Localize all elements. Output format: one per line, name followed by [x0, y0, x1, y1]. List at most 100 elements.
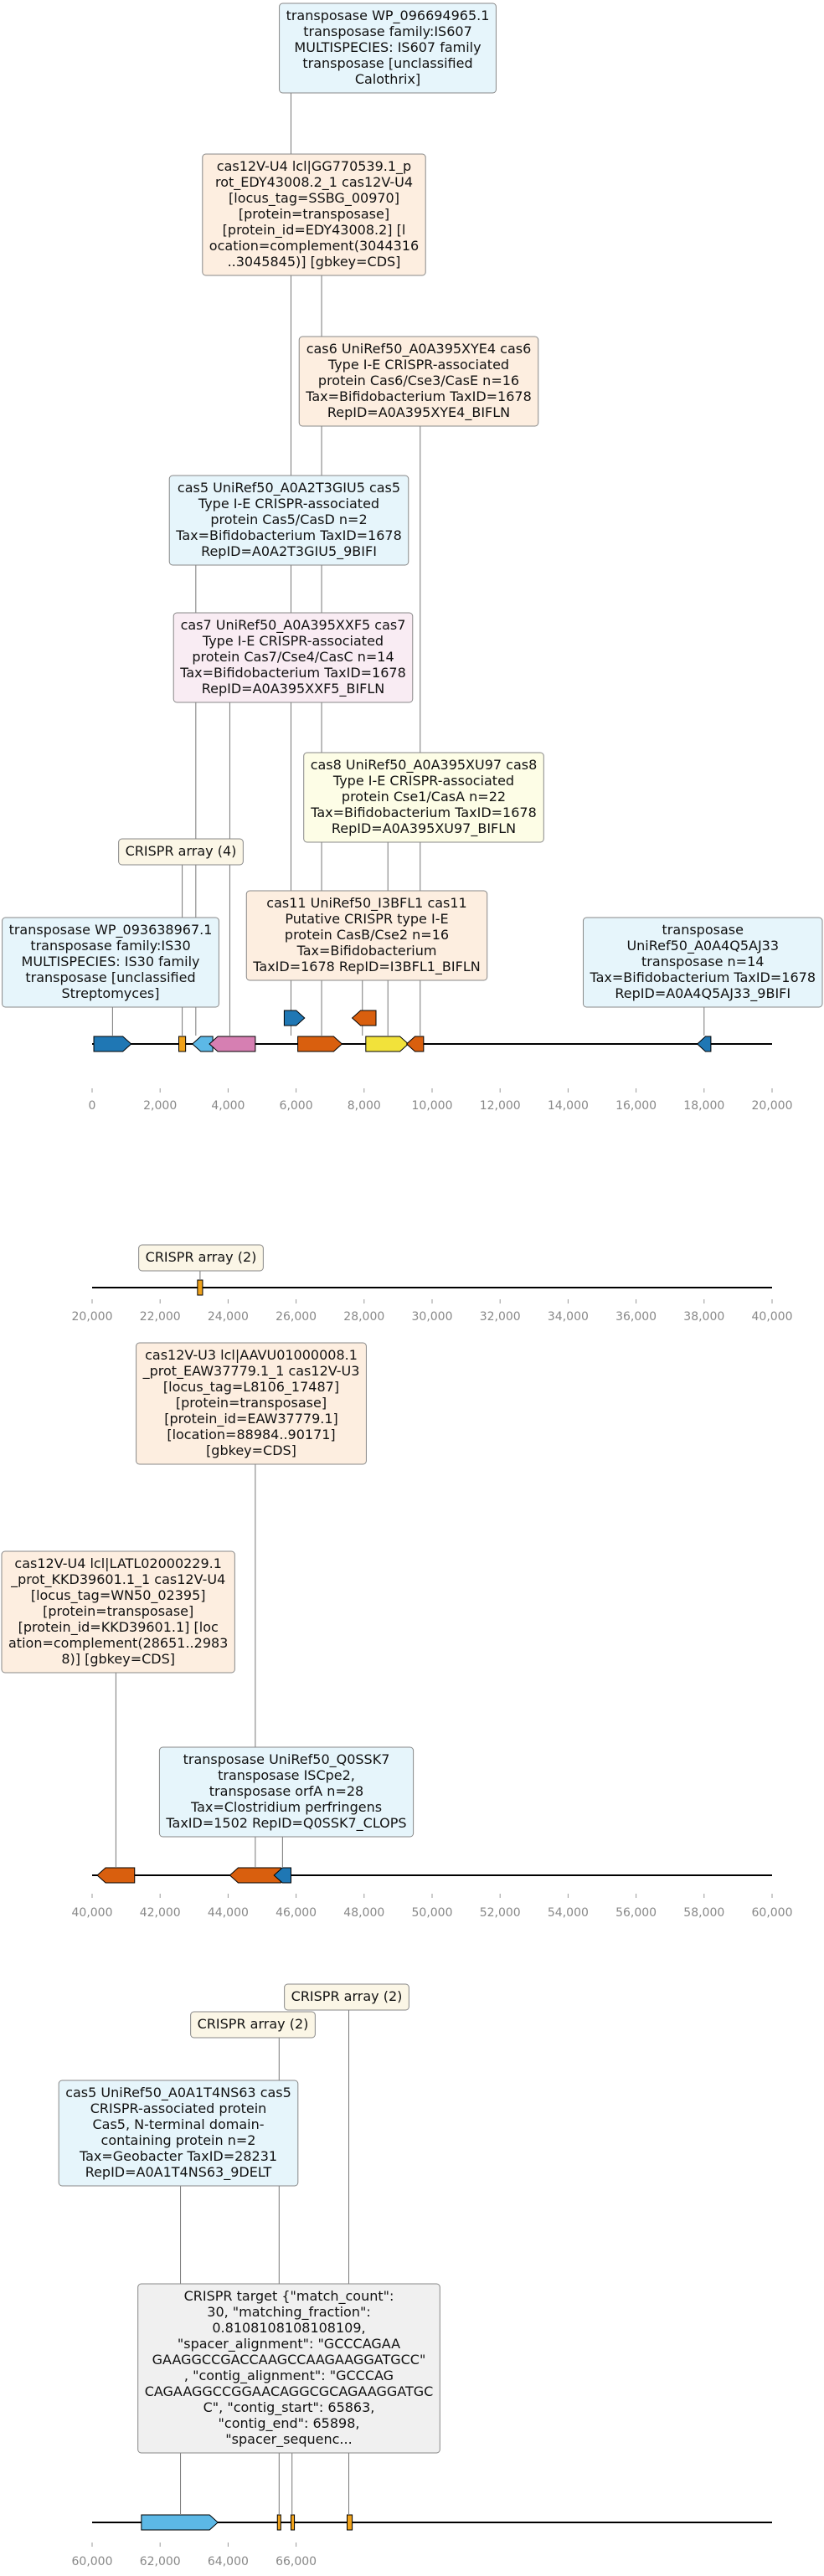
tick-label: 40,000 — [72, 1906, 113, 1920]
annotation-text: protein Cas6/Cse3/CasE n=16 — [318, 373, 519, 388]
tick-label: 62,000 — [140, 2555, 181, 2568]
annotation-text: , "contig_alignment": "GCCCAG — [184, 2368, 394, 2384]
track-2: 20,000 22,000 24,000 26,000 28,000 30,000 32,0… — [72, 1279, 793, 1324]
annotation-text: cas8 UniRef50_A0A395XU97 cas8 — [311, 757, 538, 774]
annotation-text: _prot_EAW37779.1_1 cas12V-U3 — [142, 1363, 360, 1380]
tick-label: 42,000 — [140, 1906, 181, 1920]
annotation-text: Putative CRISPR type I-E — [285, 911, 448, 927]
tick-label: 36,000 — [615, 1310, 657, 1324]
annotation-box-frame — [136, 1342, 367, 1465]
annotation-text: [protein_id=KKD39601.1] [loc — [18, 1619, 219, 1636]
annotation-box-frame — [173, 612, 414, 703]
crispr-array-mark[interactable] — [291, 2514, 296, 2531]
gene-arrow[interactable] — [229, 1867, 281, 1884]
annotation-text: _prot_KKD39601.1_1 cas12V-U4 — [10, 1571, 225, 1588]
annotation-box-frame — [158, 1746, 415, 1838]
annotation-text: Cas5, N-terminal domain- — [92, 2116, 264, 2132]
tick-label: 60,000 — [72, 2555, 113, 2568]
annotation-text: CRISPR-associated protein — [90, 2100, 267, 2116]
annotation-text: RepID=A0A2T3GIU5_9BIFI — [201, 543, 377, 560]
annotation-text: CRISPR target {"match_count": — [184, 2288, 394, 2305]
gene-arrow[interactable] — [696, 1036, 712, 1052]
annotation-text: [protein=transposase] — [239, 206, 389, 222]
gene-arrow[interactable] — [283, 1010, 306, 1026]
annotation-text: cas12V-U4 lcl|GG770539.1_p — [217, 158, 411, 175]
annotation-text: RepID=A0A1T4NS63_9DELT — [85, 2164, 272, 2181]
annotation-box-frame — [245, 890, 488, 981]
annotation-text: transposase — [662, 922, 744, 938]
annotation-box-frame — [284, 1983, 409, 2011]
annotation-box[interactable]: transposaseUniRef50_A0A4Q5AJ33transposas… — [582, 917, 823, 1008]
gene-arrow[interactable] — [192, 1036, 214, 1052]
annotation-text: ation=complement(28651..2983 — [8, 1635, 228, 1651]
gene-arrow[interactable] — [209, 1036, 256, 1052]
gene-arrow[interactable] — [365, 1036, 409, 1052]
annotation-box[interactable]: CRISPR array (2) — [190, 2011, 316, 2039]
track-1: 0 2,000 4,000 6,000 8,000 10,000 12,000 14,000 1… — [89, 1010, 793, 1113]
annotation-box[interactable]: cas5 UniRef50_A0A1T4NS63 cas5CRISPR-asso… — [58, 2080, 299, 2187]
annotation-text: transposase WP_096694965.1 — [286, 8, 490, 24]
gene-arrow[interactable] — [273, 1867, 292, 1884]
annotation-text: Type I-E CRISPR-associated — [332, 773, 514, 789]
annotation-box-frame — [137, 2283, 440, 2454]
annotation-box[interactable]: cas12V-U4 lcl|GG770539.1_prot_EDY43008.2… — [202, 153, 426, 276]
tick-label: 54,000 — [548, 1906, 589, 1920]
annotation-box-frame — [168, 475, 409, 566]
annotation-text: protein Cas5/CasD n=2 — [210, 512, 367, 527]
annotation-text: cas7 UniRef50_A0A395XXF5 cas7 — [181, 617, 406, 634]
annotation-box-frame — [279, 3, 497, 94]
annotation-text: protein Cas7/Cse4/CasC n=14 — [192, 649, 394, 665]
gene-arrow[interactable] — [93, 1036, 132, 1052]
annotation-text: [protein_id=EDY43008.2] [l — [223, 222, 406, 239]
crispr-array-mark[interactable] — [276, 2514, 281, 2531]
annotation-box[interactable]: CRISPR array (4) — [118, 838, 244, 866]
annotation-text: protein Cse1/CasA n=22 — [342, 789, 506, 805]
annotation-text: cas12V-U3 lcl|AAVU01000008.1 — [145, 1347, 358, 1363]
annotation-text: Type I-E CRISPR-associated — [327, 357, 509, 373]
tracks: 0 2,000 4,000 6,000 8,000 10,000 12,000 14,000 1… — [72, 1010, 793, 2568]
tick-label: 38,000 — [683, 1310, 724, 1324]
annotation-box[interactable]: CRISPR array (2) — [138, 1244, 264, 1272]
gene-arrow[interactable] — [351, 1010, 377, 1026]
annotation-text: cas6 UniRef50_A0A395XYE4 cas6 — [306, 341, 532, 357]
tick-label: 46,000 — [276, 1906, 317, 1920]
annotation-text: containing protein n=2 — [101, 2132, 256, 2148]
crispr-array-mark[interactable] — [197, 1279, 203, 1296]
crispr-array-mark[interactable] — [347, 2514, 353, 2531]
annotation-text: RepID=A0A395XYE4_BIFLN — [327, 404, 510, 421]
annotation-text: RepID=A0A395XU97_BIFLN — [332, 820, 516, 837]
annotation-text: transposase orfA n=28 — [209, 1783, 363, 1799]
annotation-text: transposase UniRef50_Q0SSK7 — [183, 1751, 390, 1768]
tick-label: 14,000 — [548, 1099, 589, 1113]
gene-arrow[interactable] — [297, 1036, 343, 1052]
annotation-text: Tax=Bifidobacterium — [296, 943, 437, 959]
tick-label: 4,000 — [211, 1099, 245, 1113]
gene-arrow[interactable] — [96, 1867, 136, 1884]
annotation-box-frame — [202, 153, 426, 276]
annotation-text: transposase family:IS30 — [30, 938, 190, 954]
gene-arrow[interactable] — [141, 2514, 219, 2531]
crispr-array-mark[interactable] — [178, 1036, 187, 1052]
tick-label: 40,000 — [752, 1310, 793, 1324]
annotation-box[interactable]: CRISPR array (2) — [284, 1983, 409, 2011]
gene-arrow[interactable] — [405, 1036, 425, 1052]
annotation-text: transposase n=14 — [641, 954, 764, 969]
annotation-box[interactable]: cas12V-U3 lcl|AAVU01000008.1_prot_EAW377… — [136, 1342, 367, 1465]
annotation-box[interactable]: CRISPR target {"match_count":30, "matchi… — [137, 2283, 440, 2454]
annotation-text: [location=88984..90171] — [167, 1427, 335, 1442]
annotation-text: protein CasB/Cse2 n=16 — [285, 927, 449, 943]
tick-label: 24,000 — [208, 1310, 249, 1324]
annotation-box[interactable]: cas12V-U4 lcl|LATL02000229.1_prot_KKD396… — [1, 1550, 235, 1674]
annotation-text: Type I-E CRISPR-associated — [198, 496, 379, 512]
annotation-text: [locus_tag=SSBG_00970] — [229, 190, 399, 207]
annotation-text: Tax=Bifidobacterium TaxID=1678 — [310, 805, 537, 820]
